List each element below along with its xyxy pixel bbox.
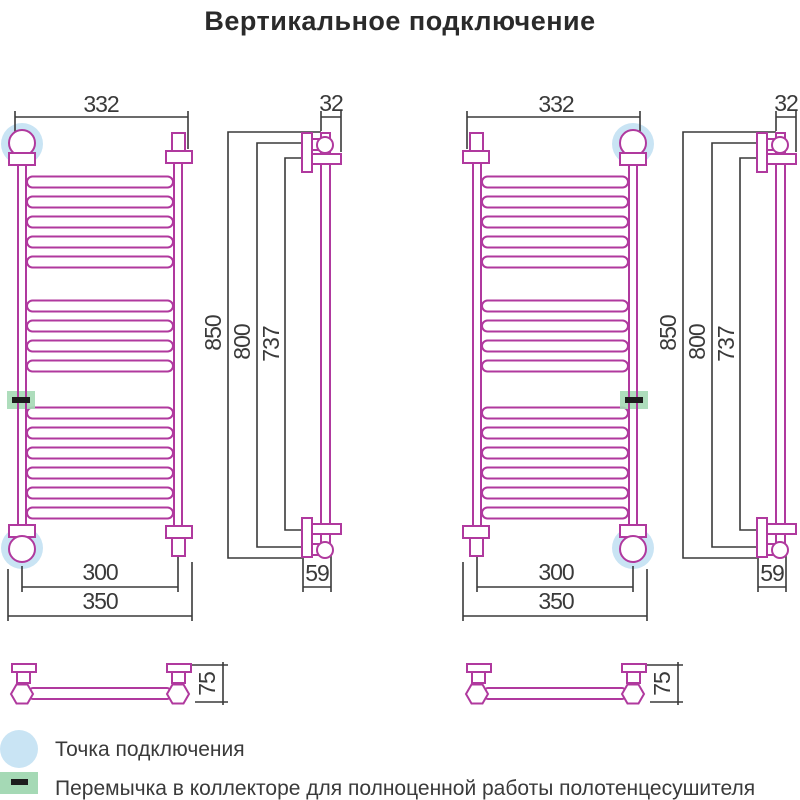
dim-label-width-centers-right: 300 xyxy=(538,559,574,585)
page-title: Вертикальное подключение xyxy=(204,6,596,36)
dim-label-width-top-left: 332 xyxy=(83,91,119,117)
dim-label-width-overall-right: 350 xyxy=(538,588,574,614)
dim-label-height-inner-left: 737 xyxy=(258,326,284,362)
dim-label-width-centers-left: 300 xyxy=(82,559,118,585)
dim-label-wall-offset-right: 59 xyxy=(760,560,784,586)
dim-label-width-top-right: 332 xyxy=(538,91,574,117)
dim-label-height-mount-left: 800 xyxy=(229,324,255,360)
legend-jumper-label: Перемычка в коллекторе для полноценной р… xyxy=(55,777,756,800)
dim-label-height-overall-left: 850 xyxy=(200,315,226,351)
front-view-right-unit xyxy=(462,110,655,622)
legend-jumper-dash-icon xyxy=(11,779,28,785)
legend-jumper-icon xyxy=(0,772,38,794)
dim-label-width-overall-left: 350 xyxy=(82,588,118,614)
front-view-left-unit xyxy=(0,110,193,622)
dim-label-wall-offset-left: 59 xyxy=(305,560,329,586)
dim-label-height-inner-right: 737 xyxy=(713,326,739,362)
dim-label-pipe-left: 32 xyxy=(319,90,343,116)
legend-connection-point-icon xyxy=(0,730,38,768)
dim-label-depth-left: 75 xyxy=(194,672,220,696)
dim-label-height-overall-right: 850 xyxy=(655,315,681,351)
legend-connection-point-label: Точка подключения xyxy=(55,738,245,761)
dim-label-height-mount-right: 800 xyxy=(684,324,710,360)
dim-label-pipe-right: 32 xyxy=(774,90,798,116)
dim-label-depth-right: 75 xyxy=(649,672,675,696)
